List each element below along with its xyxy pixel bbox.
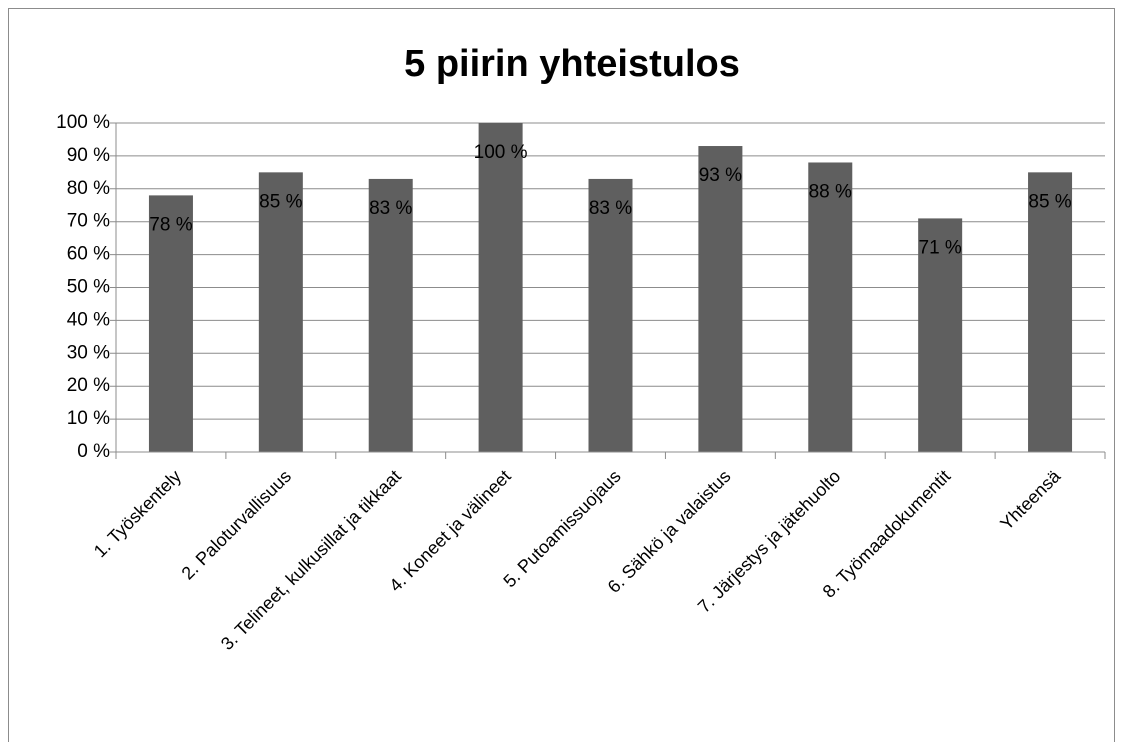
- value-label: 83 %: [589, 198, 632, 219]
- value-label: 85 %: [259, 191, 302, 212]
- y-tick-label: 10 %: [67, 408, 110, 429]
- y-tick-label: 100 %: [56, 112, 110, 133]
- bar: [368, 178, 413, 452]
- y-tick-label: 20 %: [67, 375, 110, 396]
- y-tick-label: 30 %: [67, 342, 110, 363]
- value-label: 88 %: [809, 181, 852, 202]
- value-label: 78 %: [149, 214, 192, 235]
- y-tick-label: 90 %: [67, 145, 110, 166]
- y-tick-label: 40 %: [67, 309, 110, 330]
- value-label: 71 %: [919, 237, 962, 258]
- y-tick-label: 80 %: [67, 178, 110, 199]
- value-label: 100 %: [474, 142, 528, 163]
- bar: [258, 172, 303, 452]
- value-label: 85 %: [1028, 191, 1071, 212]
- bar: [478, 123, 523, 452]
- y-tick-label: 50 %: [67, 277, 110, 298]
- bar: [698, 146, 743, 452]
- bar: [588, 178, 633, 452]
- bar: [148, 195, 193, 452]
- y-tick-label: 0 %: [77, 441, 110, 462]
- chart-title: 5 piirin yhteistulos: [404, 43, 740, 85]
- value-label: 83 %: [369, 198, 412, 219]
- y-tick-label: 70 %: [67, 211, 110, 232]
- bar: [918, 218, 963, 452]
- bar: [808, 162, 853, 453]
- value-label: 93 %: [699, 165, 742, 186]
- y-tick-label: 60 %: [67, 244, 110, 265]
- bar: [1028, 172, 1073, 452]
